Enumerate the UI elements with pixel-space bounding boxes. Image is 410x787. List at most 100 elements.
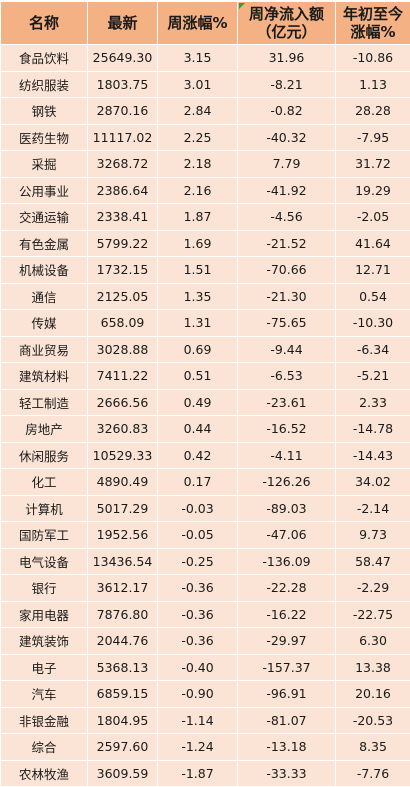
net-inflow-cell: -41.92 <box>238 177 336 204</box>
net-inflow-cell: -21.52 <box>238 230 336 257</box>
ytd-change-cell: -10.86 <box>336 45 410 72</box>
ytd-change-cell: -14.43 <box>336 442 410 469</box>
ytd-change-cell: -2.29 <box>336 575 410 602</box>
ytd-change-cell: 8.35 <box>336 734 410 761</box>
latest-value-cell: 2666.56 <box>88 389 158 416</box>
weekly-change-cell: -1.24 <box>158 734 238 761</box>
net-inflow-cell: -13.18 <box>238 734 336 761</box>
net-inflow-cell: -21.30 <box>238 283 336 310</box>
ytd-change-cell: -20.53 <box>336 707 410 734</box>
industry-name-cell: 采掘 <box>1 151 88 178</box>
industry-name-cell: 公用事业 <box>1 177 88 204</box>
latest-value-cell: 3260.83 <box>88 416 158 443</box>
net-inflow-cell: -29.97 <box>238 628 336 655</box>
ytd-change-cell: 0.54 <box>336 283 410 310</box>
weekly-change-cell: -0.03 <box>158 495 238 522</box>
weekly-change-cell: 0.17 <box>158 469 238 496</box>
net-inflow-cell: -33.33 <box>238 760 336 787</box>
industry-name-cell: 建筑装饰 <box>1 628 88 655</box>
latest-value-cell: 2597.60 <box>88 734 158 761</box>
latest-value-cell: 1732.15 <box>88 257 158 284</box>
ytd-change-cell: -2.05 <box>336 204 410 231</box>
latest-value-cell: 2125.05 <box>88 283 158 310</box>
industry-name-cell: 国防军工 <box>1 522 88 549</box>
net-inflow-cell: -0.82 <box>238 98 336 125</box>
weekly-change-cell: 1.87 <box>158 204 238 231</box>
latest-value-cell: 25649.30 <box>88 45 158 72</box>
latest-value-cell: 1952.56 <box>88 522 158 549</box>
ytd-change-cell: 6.30 <box>336 628 410 655</box>
net-inflow-cell: -9.44 <box>238 336 336 363</box>
header-label-line: 周涨幅% <box>158 14 237 32</box>
weekly-change-cell: -0.36 <box>158 628 238 655</box>
ytd-change-cell: -2.14 <box>336 495 410 522</box>
industry-name-cell: 钢铁 <box>1 98 88 125</box>
latest-value-cell: 6859.15 <box>88 681 158 708</box>
industry-name-cell: 电子 <box>1 654 88 681</box>
latest-value-cell: 5017.29 <box>88 495 158 522</box>
ytd-change-cell: 28.28 <box>336 98 410 125</box>
header-label-line: 最新 <box>88 14 157 32</box>
ytd-change-cell: -6.34 <box>336 336 410 363</box>
net-inflow-cell: -136.09 <box>238 548 336 575</box>
industry-name-cell: 交通运输 <box>1 204 88 231</box>
industry-name-cell: 食品饮料 <box>1 45 88 72</box>
header-weekly-change: 周涨幅% <box>158 2 238 45</box>
ytd-change-cell: 31.72 <box>336 151 410 178</box>
header-latest: 最新 <box>88 2 158 45</box>
table-header: 名称最新周涨幅%周净流入额（亿元）年初至今涨幅% <box>1 2 410 45</box>
industry-name-cell: 电气设备 <box>1 548 88 575</box>
industry-name-cell: 家用电器 <box>1 601 88 628</box>
weekly-change-cell: 0.49 <box>158 389 238 416</box>
weekly-change-cell: -0.36 <box>158 575 238 602</box>
industry-name-cell: 通信 <box>1 283 88 310</box>
weekly-change-cell: -1.14 <box>158 707 238 734</box>
latest-value-cell: 3028.88 <box>88 336 158 363</box>
latest-value-cell: 13436.54 <box>88 548 158 575</box>
net-inflow-cell: -16.52 <box>238 416 336 443</box>
latest-value-cell: 11117.02 <box>88 124 158 151</box>
latest-value-cell: 2870.16 <box>88 98 158 125</box>
ytd-change-cell: 20.16 <box>336 681 410 708</box>
net-inflow-cell: -4.11 <box>238 442 336 469</box>
latest-value-cell: 2386.64 <box>88 177 158 204</box>
latest-value-cell: 5368.13 <box>88 654 158 681</box>
net-inflow-cell: 31.96 <box>238 45 336 72</box>
net-inflow-cell: 7.79 <box>238 151 336 178</box>
net-inflow-cell: -47.06 <box>238 522 336 549</box>
weekly-change-cell: -0.90 <box>158 681 238 708</box>
industry-name-cell: 综合 <box>1 734 88 761</box>
weekly-change-cell: 3.01 <box>158 71 238 98</box>
net-inflow-cell: -89.03 <box>238 495 336 522</box>
industry-name-cell: 有色金属 <box>1 230 88 257</box>
header-label-line: 名称 <box>1 14 87 32</box>
weekly-change-cell: 1.31 <box>158 310 238 337</box>
net-inflow-cell: -22.28 <box>238 575 336 602</box>
industry-name-cell: 传媒 <box>1 310 88 337</box>
net-inflow-cell: -40.32 <box>238 124 336 151</box>
weekly-change-cell: 0.69 <box>158 336 238 363</box>
industry-name-cell: 医药生物 <box>1 124 88 151</box>
weekly-change-cell: -0.36 <box>158 601 238 628</box>
ytd-change-cell: 12.71 <box>336 257 410 284</box>
net-inflow-cell: -126.26 <box>238 469 336 496</box>
ytd-change-cell: 58.47 <box>336 548 410 575</box>
latest-value-cell: 3612.17 <box>88 575 158 602</box>
weekly-change-cell: -0.05 <box>158 522 238 549</box>
latest-value-cell: 3268.72 <box>88 151 158 178</box>
